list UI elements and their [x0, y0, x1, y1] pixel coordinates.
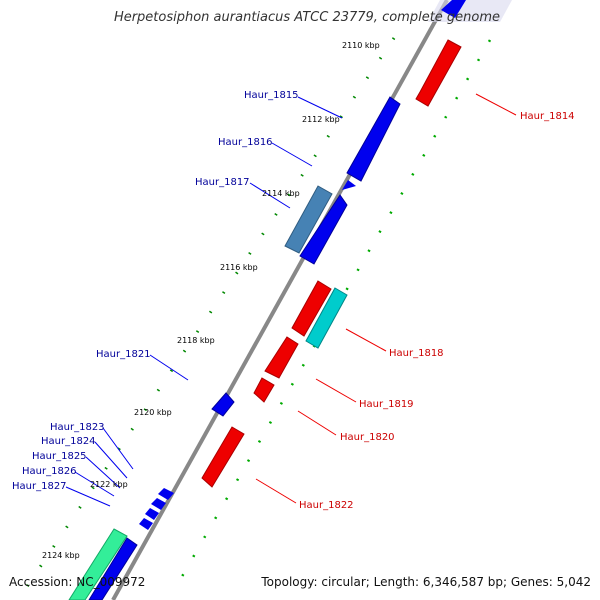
gene-arrow-haur-1827 — [88, 537, 138, 600]
callout-lines — [65, 93, 517, 507]
gene-label-haur-1823[interactable]: Haur_1823 — [50, 422, 105, 433]
position-labels: 2110 kbp 2112 kbp 2114 kbp 2116 kbp 2118… — [42, 41, 380, 560]
gene-label-haur-1814[interactable]: Haur_1814 — [520, 111, 575, 122]
map-footer: Accession: NC_009972 Topology: circular;… — [9, 575, 591, 589]
callout-haur-1817 — [249, 182, 291, 209]
gene-arrow-haur-1819 — [264, 336, 299, 379]
gene-label-haur-1815[interactable]: Haur_1815 — [244, 90, 299, 101]
position-label-2116: 2116 kbp — [220, 263, 258, 272]
gene-arrow-haur-1818 — [305, 287, 348, 349]
gene-label-haur-1825[interactable]: Haur_1825 — [32, 451, 87, 462]
gene-arrow-haur-1821 — [211, 392, 235, 417]
callout-haur-1826 — [74, 471, 115, 497]
position-label-2118: 2118 kbp — [177, 336, 215, 345]
gene-arrow-haur-1824 — [151, 498, 166, 510]
gene-label-haur-1826[interactable]: Haur_1826 — [22, 466, 77, 477]
gene-arrows — [68, 0, 466, 600]
gene-arrow-haur-1814 — [415, 39, 462, 107]
gene-arrow-haur-1817 — [284, 185, 333, 254]
gene-label-haur-1827[interactable]: Haur_1827 — [12, 481, 67, 492]
position-label-2122: 2122 kbp — [90, 480, 128, 489]
position-label-2124: 2124 kbp — [42, 551, 80, 560]
gene-arrow-mint — [68, 528, 128, 600]
gene-arrow-small-forward — [342, 180, 356, 190]
gene-arrow-haur-1822 — [201, 426, 245, 488]
gene-arrow-haur-1816 — [299, 194, 348, 265]
accession-text: Accession: NC_009972 — [9, 575, 145, 589]
gene-arrow-haur-1820 — [253, 377, 275, 403]
position-label-2112: 2112 kbp — [302, 115, 340, 124]
gene-label-haur-1817[interactable]: Haur_1817 — [195, 177, 250, 188]
callout-haur-1822 — [255, 478, 297, 504]
callout-haur-1814 — [475, 93, 517, 116]
gene-label-haur-1821[interactable]: Haur_1821 — [96, 349, 151, 360]
callout-haur-1825 — [85, 456, 121, 489]
gene-arrow-top-forward — [441, 0, 466, 18]
gene-label-haur-1824[interactable]: Haur_1824 — [41, 436, 96, 447]
gene-label-haur-1818[interactable]: Haur_1818 — [389, 348, 444, 359]
position-label-2114: 2114 kbp — [262, 189, 300, 198]
callout-haur-1815 — [297, 96, 343, 119]
callout-haur-1816 — [271, 142, 313, 167]
forward-gene-labels: Haur_1815 Haur_1816 Haur_1817 Haur_1821 … — [12, 90, 299, 492]
callout-haur-1823 — [102, 427, 134, 470]
callout-haur-1819 — [315, 378, 357, 403]
gene-arrow-haur-1818-red — [291, 280, 332, 337]
callout-haur-1827 — [65, 486, 111, 507]
gene-arrow-haur-1826 — [139, 518, 153, 530]
position-label-2110: 2110 kbp — [342, 41, 380, 50]
gene-label-haur-1816[interactable]: Haur_1816 — [218, 137, 273, 148]
callout-haur-1818 — [345, 328, 387, 352]
topology-text: Topology: circular; Length: 6,346,587 bp… — [260, 575, 591, 589]
gene-arrow-haur-1825 — [145, 508, 159, 520]
map-title: Herpetosiphon aurantiacus ATCC 23779, co… — [114, 10, 500, 25]
callout-haur-1824 — [94, 441, 128, 479]
callout-haur-1820 — [297, 410, 337, 436]
gene-label-haur-1820[interactable]: Haur_1820 — [340, 432, 395, 443]
callout-haur-1821 — [149, 354, 189, 381]
gene-arrow-haur-1823 — [158, 488, 174, 500]
position-label-2120: 2120 kbp — [134, 408, 172, 417]
reverse-gene-labels: Haur_1814 Haur_1818 Haur_1819 Haur_1820 … — [299, 111, 575, 511]
gene-label-haur-1822[interactable]: Haur_1822 — [299, 500, 354, 511]
gene-label-haur-1819[interactable]: Haur_1819 — [359, 399, 414, 410]
gene-arrow-haur-1815 — [346, 96, 401, 182]
